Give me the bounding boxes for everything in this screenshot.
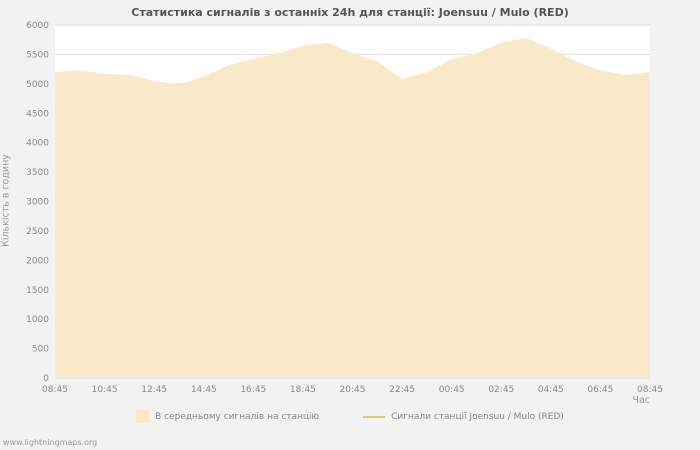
x-tick-label: 12:45: [141, 385, 167, 395]
y-tick-label: 1500: [26, 286, 49, 296]
x-tick-label: 08:45: [637, 385, 663, 395]
legend-area-swatch-icon: [136, 410, 150, 423]
y-tick-label: 5000: [26, 80, 49, 90]
legend-label-average: В середньому сигналів на станцію: [155, 411, 320, 422]
watermark-link[interactable]: www.lightningmaps.org: [3, 438, 98, 447]
x-tick-label: 00:45: [439, 385, 465, 395]
y-tick-label: 2500: [26, 227, 49, 237]
y-tick-label: 5500: [26, 50, 49, 60]
y-tick-label: 500: [32, 345, 49, 355]
y-tick-label: 1000: [26, 315, 49, 325]
y-tick-label: 2000: [26, 256, 49, 266]
x-tick-label: 10:45: [92, 385, 118, 395]
y-tick-label: 4000: [26, 139, 49, 149]
y-tick-label: 4500: [26, 109, 49, 119]
x-tick-label: 08:45: [42, 385, 68, 395]
x-tick-label: 22:45: [389, 385, 415, 395]
legend-label-station: Сигнали станції Joensuu / Mulo (RED): [391, 411, 564, 422]
y-tick-label: 3500: [26, 168, 49, 178]
x-tick-label: 04:45: [538, 385, 564, 395]
x-tick-label: 18:45: [290, 385, 316, 395]
y-tick-label: 0: [43, 374, 49, 384]
plot-area: 0 500 1000 1500 2000 2500 3000 3500 4000 4500 5000…: [26, 21, 663, 395]
y-tick-label: 3000: [26, 198, 49, 208]
chart-title: Статистика сигналів з останніх 24h для с…: [131, 6, 569, 19]
y-tick-label: 6000: [26, 21, 49, 31]
legend-line-swatch-icon: [363, 415, 386, 418]
x-tick-label: 06:45: [587, 385, 613, 395]
x-tick-label: 02:45: [488, 385, 514, 395]
x-axis-label: Час: [632, 395, 650, 406]
x-tick-label: 16:45: [240, 385, 266, 395]
legend-item-station: Сигнали станції Joensuu / Mulo (RED): [363, 412, 564, 422]
x-tick-label: 20:45: [340, 385, 366, 395]
legend: В середньому сигналів на станцію Сигнали…: [0, 410, 700, 423]
x-tick-label: 14:45: [191, 385, 217, 395]
legend-item-average: В середньому сигналів на станцію: [136, 410, 319, 423]
average-signals-area: [55, 37, 650, 379]
